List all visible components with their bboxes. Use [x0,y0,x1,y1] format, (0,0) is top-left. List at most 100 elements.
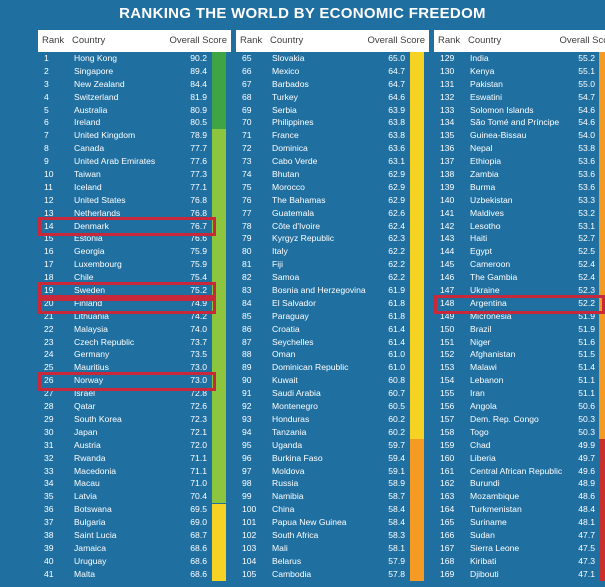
score-cell: 59.4 [388,452,405,463]
rank-cell: 80 [242,246,252,257]
rank-cell: 75 [242,181,252,192]
score-cell: 57.8 [388,568,405,579]
country-cell: Kyrgyz Republic [272,233,335,244]
table-row: 6 Ireland 80.5 [38,116,231,129]
score-category-bar [599,439,605,581]
score-cell: 58.7 [388,491,405,502]
country-cell: Philippines [272,117,314,128]
country-cell: Netherlands [74,207,121,218]
table-row: 65 Slovakia 65.0 [236,52,429,65]
country-cell: Georgia [74,246,105,257]
country-cell: Saudi Arabia [272,388,321,399]
rank-cell: 165 [440,517,455,528]
table-row: 14 Denmark 76.7 [38,220,231,233]
table-row: 157 Dem. Rep. Congo 50.3 [434,413,605,426]
table-row: 97 Moldova 59.1 [236,465,429,478]
table-row: 78 Côte d'Ivoire 62.4 [236,220,429,233]
score-cell: 72.1 [190,426,207,437]
score-cell: 53.6 [578,169,595,180]
score-cell: 48.4 [578,504,595,515]
score-cell: 62.9 [388,181,405,192]
country-cell: Ethiopia [470,156,502,167]
rank-cell: 154 [440,375,455,386]
rank-cell: 91 [242,388,252,399]
table-row: 102 South Africa 58.3 [236,529,429,542]
rank-cell: 39 [44,542,54,553]
rank-cell: 167 [440,542,455,553]
score-cell: 73.0 [190,362,207,373]
country-cell: Qatar [74,401,96,412]
rank-cell: 77 [242,207,252,218]
rank-cell: 37 [44,517,54,528]
rank-cell: 6 [44,117,49,128]
country-cell: Chile [74,272,94,283]
score-cell: 62.2 [388,259,405,270]
score-cell: 77.6 [190,156,207,167]
rank-cell: 24 [44,349,54,360]
score-cell: 68.6 [190,542,207,553]
country-cell: France [272,130,299,141]
table-row: 72 Dominica 63.6 [236,142,429,155]
country-cell: Macedonia [74,465,117,476]
rank-cell: 148 [440,297,455,308]
table-row: 161 Central African Republic 49.6 [434,465,605,478]
table-row: 160 Liberia 49.7 [434,452,605,465]
rank-cell: 82 [242,272,252,283]
score-cell: 50.3 [578,413,595,424]
table-row: 32 Rwanda 71.1 [38,452,231,465]
ranking-column-1: Rank Country Overall Score 1 Hong Kong 90.… [38,30,231,587]
country-cell: Turkey [272,91,298,102]
rank-cell: 16 [44,246,54,257]
table-row: 68 Turkey 64.6 [236,91,429,104]
table-row: 15 Estonia 76.6 [38,232,231,245]
table-row: 41 Malta 68.6 [38,568,231,581]
table-row: 167 Sierra Leone 47.5 [434,542,605,555]
table-row: 144 Egypt 52.5 [434,245,605,258]
score-cell: 51.5 [578,349,595,360]
country-cell: Mozambique [470,491,520,502]
country-cell: Switzerland [74,91,119,102]
score-cell: 55.2 [578,53,595,63]
country-cell: United States [74,194,126,205]
country-cell: Mauritius [74,362,109,373]
score-cell: 63.8 [388,117,405,128]
table-row: 30 Japan 72.1 [38,426,231,439]
rank-cell: 85 [242,310,252,321]
score-cell: 54.6 [578,104,595,115]
score-cell: 49.6 [578,465,595,476]
country-cell: Dominica [272,143,308,154]
rank-cell: 144 [440,246,455,257]
score-cell: 75.9 [190,259,207,270]
score-cell: 75.4 [190,272,207,283]
table-row: 18 Chile 75.4 [38,271,231,284]
rank-cell: 71 [242,130,252,141]
table-row: 87 Seychelles 61.4 [236,336,429,349]
rank-cell: 94 [242,426,252,437]
score-cell: 64.7 [388,65,405,76]
rank-cell: 2 [44,65,49,76]
table-row: 25 Mauritius 73.0 [38,361,231,374]
score-cell: 61.4 [388,323,405,334]
rank-cell: 146 [440,272,455,283]
table-row: 26 Norway 73.0 [38,374,231,387]
table-header: Rank Country Overall Score [38,30,231,52]
country-cell: Nepal [470,143,493,154]
rank-cell: 69 [242,104,252,115]
table-row: 168 Kiribati 47.3 [434,555,605,568]
score-cell: 59.7 [388,439,405,450]
country-cell: Morocco [272,181,305,192]
table-row: 66 Mexico 64.7 [236,65,429,78]
score-cell: 63.8 [388,130,405,141]
score-cell: 53.1 [578,220,595,231]
rank-cell: 129 [440,53,455,63]
table-row: 77 Guatemala 62.6 [236,207,429,220]
rank-cell: 168 [440,555,455,566]
score-cell: 51.1 [578,388,595,399]
table-row: 148 Argentina 52.2 [434,297,605,310]
table-row: 3 New Zealand 84.4 [38,78,231,91]
table-row: 19 Sweden 75.2 [38,284,231,297]
score-cell: 53.2 [578,207,595,218]
table-row: 22 Malaysia 74.0 [38,323,231,336]
score-category-bar [410,52,424,439]
country-cell: Finland [74,297,103,308]
